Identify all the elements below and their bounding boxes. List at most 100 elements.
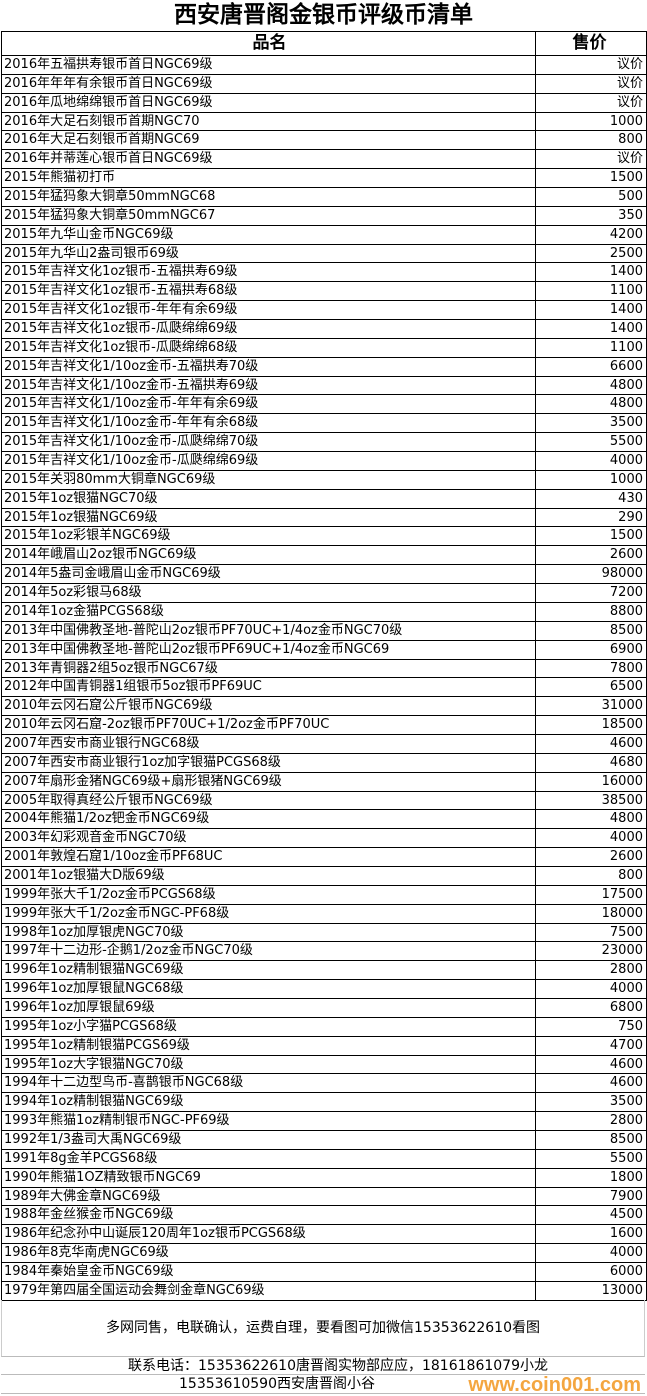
table-row: 2004年熊猫1/2oz钯金币NGC69级 4800 — [2, 810, 646, 830]
item-name: 2015年1oz彩银羊NGC69级 — [2, 527, 536, 546]
item-name: 2005年取得真经公斤银币NGC69级 — [2, 791, 536, 810]
item-price: 1500 — [609, 528, 643, 544]
item-price: 4680 — [609, 754, 643, 770]
table-row: 2014年1oz金猫PCGS68级 8800 — [2, 602, 646, 622]
item-name: 2015年吉祥文化1/10oz金币-瓜瓞绵绵70级 — [2, 433, 536, 452]
item-price: 6500 — [609, 679, 643, 695]
item-name: 1979年第四届全国运动会舞剑金章NGC69级 — [2, 1281, 536, 1300]
item-name: 1991年8g金羊PCGS68级 — [2, 1149, 536, 1168]
item-name: 2015年吉祥文化1oz银币-瓜瓞绵绵68级 — [2, 338, 536, 357]
table-row: 2005年取得真经公斤银币NGC69级 38500 — [2, 791, 646, 811]
item-name: 2015年1oz银猫NGC69级 — [2, 508, 536, 527]
item-name: 2014年5oz彩银马68级 — [2, 584, 536, 602]
item-name: 2016年五福拱寿银币首日NGC69级 — [2, 56, 536, 74]
table-row: 1999年张大千1/2oz金币NGC-PF68级 18000 — [2, 904, 646, 924]
item-price: 4000 — [609, 830, 643, 846]
table-row: 2007年西安市商业银行1oz加字银猫PCGS68级 4680 — [2, 753, 646, 773]
item-name: 2015年吉祥文化1/10oz金币-年年有余69级 — [2, 395, 536, 414]
table-row: 2015年猛犸象大铜章50mmNGC68 500 — [2, 188, 646, 207]
table-row: 2015年吉祥文化1/10oz金币-五福拱寿69级 4800 — [2, 376, 646, 396]
table-row: 1979年第四届全国运动会舞剑金章NGC69级 13000 — [2, 1281, 646, 1301]
item-name: 2013年中国佛教圣地-普陀山2oz银币PF69UC+1/4oz金币NGC69 — [2, 640, 536, 659]
table-row: 2001年敦煌石窟1/10oz金币PF68UC 2600 — [2, 848, 646, 867]
item-name: 1992年1/3盎司大禹NGC69级 — [2, 1130, 536, 1149]
item-name: 2012年中国青铜器1组银币5oz银币PF69UC — [2, 678, 536, 697]
item-name: 2015年猛犸象大铜章50mmNGC67 — [2, 206, 536, 225]
price-table: 品名 售价 2016年五福拱寿银币首日NGC69级 议价 2016年年年有余银币首日… — [1, 31, 647, 1301]
item-price: 6000 — [609, 1264, 643, 1279]
item-name: 2015年吉祥文化1/10oz金币-五福拱寿69级 — [2, 376, 536, 395]
table-row: 2015年1oz银猫NGC70级 430 — [2, 489, 646, 509]
item-price: 议价 — [616, 151, 643, 167]
item-price: 800 — [618, 867, 643, 883]
item-price: 4000 — [609, 1245, 643, 1261]
table-row: 2015年吉祥文化1oz银币-五福拱寿68级 1100 — [2, 282, 646, 302]
table-row: 1988年金丝猴金币NGC69级 4500 — [2, 1206, 646, 1226]
item-price: 18500 — [601, 717, 643, 733]
table-row: 2014年5oz彩银马68级 7200 — [2, 584, 646, 603]
table-row: 2010年云冈石窟-2oz银币PF70UC+1/2oz金币PF70UC 18500 — [2, 716, 646, 735]
table-row: 2015年猛犸象大铜章50mmNGC67 350 — [2, 206, 646, 226]
table-row: 2015年吉祥文化1oz银币-瓜瓞绵绵68级 1100 — [2, 338, 646, 358]
table-row: 2015年吉祥文化1/10oz金币-瓜瓞绵绵69级 4000 — [2, 452, 646, 471]
item-price: 800 — [618, 132, 643, 148]
item-name: 2001年1oz银猫大D版69级 — [2, 866, 536, 885]
item-price: 4600 — [609, 1075, 643, 1091]
item-price: 7900 — [609, 1188, 643, 1204]
item-price: 1100 — [609, 339, 643, 355]
item-name: 2015年关羽80mm大铜章NGC69级 — [2, 470, 536, 489]
table-row: 1995年1oz小字猫PCGS68级 750 — [2, 1017, 646, 1037]
table-row: 2015年九华山金币NGC69级 4200 — [2, 225, 646, 245]
column-header-price: 售价 — [572, 33, 607, 53]
item-price: 7800 — [609, 660, 643, 676]
table-row: 2015年1oz银猫NGC69级 290 — [2, 508, 646, 528]
item-price: 750 — [618, 1018, 643, 1034]
item-name: 1994年十二边型鸟币-喜鹊银币NGC68级 — [2, 1074, 536, 1093]
table-row: 1986年纪念孙中山诞辰120周年1oz银币PCGS68级 1600 — [2, 1225, 646, 1245]
table-row: 1984年秦始皇金币NGC69级 6000 — [2, 1263, 646, 1282]
table-row: 1996年1oz精制银猫NGC69级 2800 — [2, 961, 646, 981]
table-row: 2014年峨眉山2oz银币NGC69级 2600 — [2, 546, 646, 566]
item-name: 2016年大足石刻银币首期NGC70 — [2, 112, 536, 131]
table-row: 1996年1oz加厚银鼠NGC68级 4000 — [2, 980, 646, 999]
table-row: 2016年瓜地绵绵银币首日NGC69级 议价 — [2, 93, 646, 113]
table-row: 2016年五福拱寿银币首日NGC69级 议价 — [2, 56, 646, 75]
item-name: 2015年吉祥文化1oz银币-五福拱寿69级 — [2, 263, 536, 282]
table-row: 2003年幻彩观音金币NGC70级 4000 — [2, 829, 646, 849]
item-price: 5500 — [609, 434, 643, 450]
item-price: 议价 — [616, 94, 643, 110]
item-name: 2010年云冈石窟-2oz银币PF70UC+1/2oz金币PF70UC — [2, 716, 536, 734]
item-price: 1500 — [609, 170, 643, 186]
item-price: 3500 — [609, 1094, 643, 1110]
item-name: 2015年吉祥文化1oz银币-五福拱寿68级 — [2, 282, 536, 301]
item-name: 2015年猛犸象大铜章50mmNGC68 — [2, 188, 536, 206]
table-row: 1994年十二边型鸟币-喜鹊银币NGC68级 4600 — [2, 1074, 646, 1094]
item-price: 1400 — [609, 321, 643, 337]
item-price: 18000 — [601, 905, 643, 921]
item-name: 1988年金丝猴金币NGC69级 — [2, 1206, 536, 1225]
footer-contact-1: 联系电话：15353622610唐晋阁实物部应应，18161861079小龙 — [1, 1357, 645, 1375]
item-name: 2015年吉祥文化1/10oz金币-五福拱寿70级 — [2, 357, 536, 376]
table-row: 1991年8g金羊PCGS68级 5500 — [2, 1149, 646, 1169]
table-row: 2013年青铜器2组5oz银币NGC67级 7800 — [2, 659, 646, 679]
item-price: 350 — [618, 207, 643, 223]
table-row: 2015年吉祥文化1oz银币-五福拱寿69级 1400 — [2, 263, 646, 283]
item-name: 2014年5盎司金峨眉山金币NGC69级 — [2, 565, 536, 584]
table-body: 2016年五福拱寿银币首日NGC69级 议价 2016年年年有余银币首日NGC69级… — [2, 56, 646, 1301]
item-name: 1995年1oz大字银猫NGC70级 — [2, 1055, 536, 1074]
column-header-name: 品名 — [2, 32, 536, 55]
item-name: 1998年1oz加厚银虎NGC70级 — [2, 923, 536, 942]
table-row: 2013年中国佛教圣地-普陀山2oz银币PF70UC+1/4oz金币NGC70级… — [2, 621, 646, 641]
table-row: 1998年1oz加厚银虎NGC70级 7500 — [2, 923, 646, 943]
item-price: 4000 — [609, 453, 643, 469]
item-name: 1986年8克华南虎NGC69级 — [2, 1244, 536, 1262]
item-price: 2800 — [609, 962, 643, 978]
item-name: 1993年熊猫1oz精制银币NGC-PF69级 — [2, 1112, 536, 1130]
item-price: 7500 — [609, 924, 643, 940]
item-price: 5500 — [609, 1150, 643, 1166]
table-row: 2007年扇形金猪NGC69级+扇形银猪NGC69级 16000 — [2, 772, 646, 792]
item-price: 1600 — [609, 1226, 643, 1242]
table-row: 2015年九华山2盎司银币69级 2500 — [2, 244, 646, 264]
item-price: 4800 — [609, 811, 643, 827]
item-name: 2015年吉祥文化1oz银币-年年有余69级 — [2, 301, 536, 320]
